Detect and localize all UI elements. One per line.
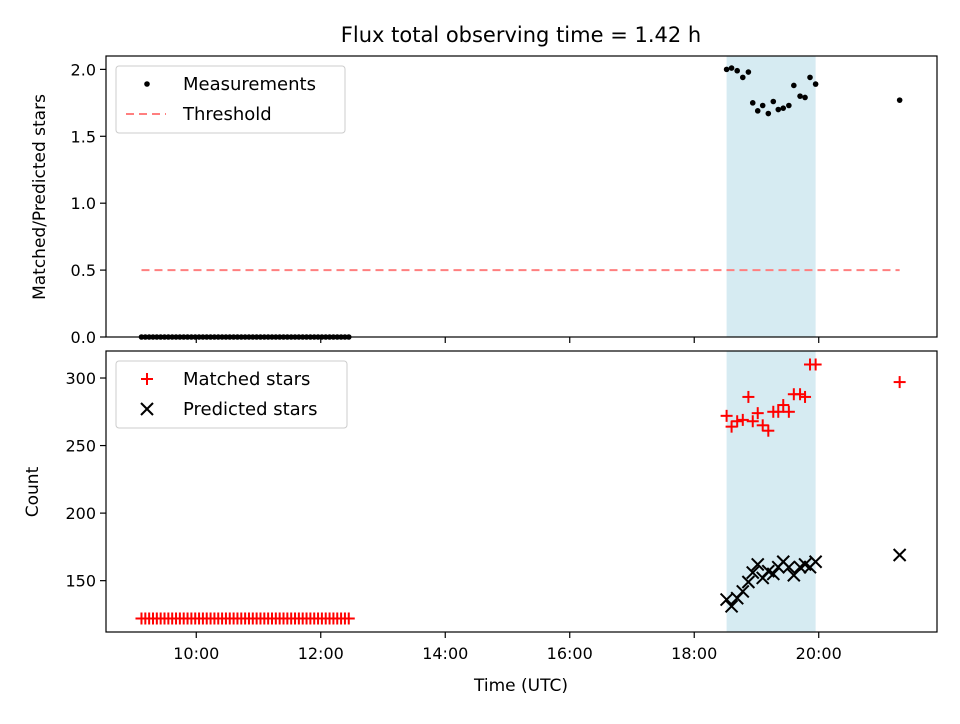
observing-window-span	[726, 56, 816, 337]
x-marker-b	[719, 592, 734, 607]
data-point	[742, 390, 755, 403]
y-tick-label: 150	[65, 572, 96, 591]
data-point	[723, 66, 730, 73]
legend-label: Measurements	[183, 74, 316, 95]
x-tick-label: 20:00	[796, 644, 842, 663]
y-tick-label: 0.0	[71, 328, 96, 347]
data-point	[787, 568, 801, 582]
data-point	[812, 81, 819, 87]
data-point	[893, 376, 906, 389]
data-point	[765, 110, 772, 117]
x-marker-b	[736, 584, 750, 599]
data-point	[736, 584, 750, 599]
bottom-y-axis-label: Count	[23, 466, 43, 517]
data-point	[802, 94, 808, 101]
x-tick-label: 18:00	[671, 644, 717, 663]
y-tick-label: 0.5	[71, 261, 96, 280]
data-point	[766, 567, 780, 581]
data-point	[772, 405, 785, 418]
data-point	[731, 415, 744, 428]
x-tick-label: 16:00	[547, 644, 593, 663]
chart-title: Flux total observing time = 1.42 h	[341, 23, 701, 47]
data-point	[141, 373, 153, 385]
data-point	[720, 409, 733, 422]
y-tick-label: 2.0	[71, 60, 96, 79]
series-1-0	[135, 358, 906, 625]
data-point	[797, 93, 803, 99]
y-tick-label: 300	[65, 369, 96, 388]
data-point	[749, 100, 756, 106]
data-point	[144, 81, 150, 87]
data-point	[782, 405, 795, 418]
data-point	[140, 402, 154, 416]
x-tick-label: 14:00	[422, 644, 468, 663]
data-point	[775, 106, 782, 113]
data-point	[725, 420, 738, 433]
top-y-axis-label: Matched/Predicted stars	[30, 94, 50, 300]
legend-box	[115, 65, 346, 134]
x-marker-b	[746, 565, 760, 580]
data-point	[728, 65, 735, 71]
x-marker-b	[787, 568, 801, 582]
data-point	[799, 390, 812, 403]
legend-label: Matched stars	[183, 369, 310, 390]
data-point	[809, 358, 822, 371]
legend: Measurements Threshold	[115, 65, 346, 134]
bottom-panel-counts: 150 200 250 300 10:00 12:00 14:00 16:00 18:00 20:…	[65, 350, 938, 663]
y-tick-label: 1.5	[71, 127, 96, 146]
data-point	[746, 565, 760, 580]
data-point	[780, 105, 787, 111]
legend-box	[115, 360, 348, 429]
y-tick-label: 1.0	[71, 194, 96, 213]
y-tick-label: 200	[65, 504, 96, 523]
data-point	[896, 97, 903, 103]
axes-frame	[105, 350, 938, 633]
x-marker-b	[782, 560, 796, 574]
x-axis-label: Time (UTC)	[473, 676, 568, 696]
x-marker-b	[751, 557, 765, 572]
y-tick-label: 250	[65, 437, 96, 456]
data-point	[756, 419, 769, 432]
x-marker-b	[140, 402, 154, 416]
x-marker-b	[761, 564, 776, 578]
series-1-1	[719, 548, 907, 614]
data-point	[762, 424, 775, 437]
data-point	[807, 74, 813, 81]
top-panel-ratio: 0.0 0.5 1.0 1.5 2.0 Measurements Threshold	[71, 55, 938, 347]
legend-label: Threshold	[182, 104, 272, 125]
x-tick-label: 12:00	[298, 644, 344, 663]
data-point	[751, 407, 764, 420]
axes-frame	[105, 55, 938, 338]
x-marker-b	[808, 555, 823, 569]
x-marker-b	[798, 557, 812, 572]
data-point	[791, 82, 797, 89]
data-point	[746, 415, 759, 428]
data-point	[777, 399, 790, 412]
x-marker-b	[892, 548, 907, 562]
data-point	[754, 108, 761, 114]
data-point	[745, 69, 752, 75]
x-tick-label: 10:00	[173, 644, 219, 663]
data-point	[808, 555, 823, 569]
data-point	[751, 557, 765, 572]
x-marker-b	[724, 599, 739, 614]
data-point	[342, 612, 355, 625]
x-marker-b	[741, 575, 756, 589]
data-point	[782, 560, 796, 574]
data-point	[892, 548, 907, 562]
data-point	[759, 102, 766, 109]
data-point	[734, 67, 740, 74]
legend: Matched stars Predicted stars	[115, 360, 348, 429]
data-point	[739, 74, 746, 81]
data-point	[741, 575, 756, 589]
legend-label: Predicted stars	[183, 399, 317, 420]
x-marker-b	[766, 567, 780, 581]
data-point	[786, 102, 792, 109]
data-point	[724, 599, 739, 614]
data-point	[736, 413, 749, 426]
data-point	[770, 98, 777, 105]
